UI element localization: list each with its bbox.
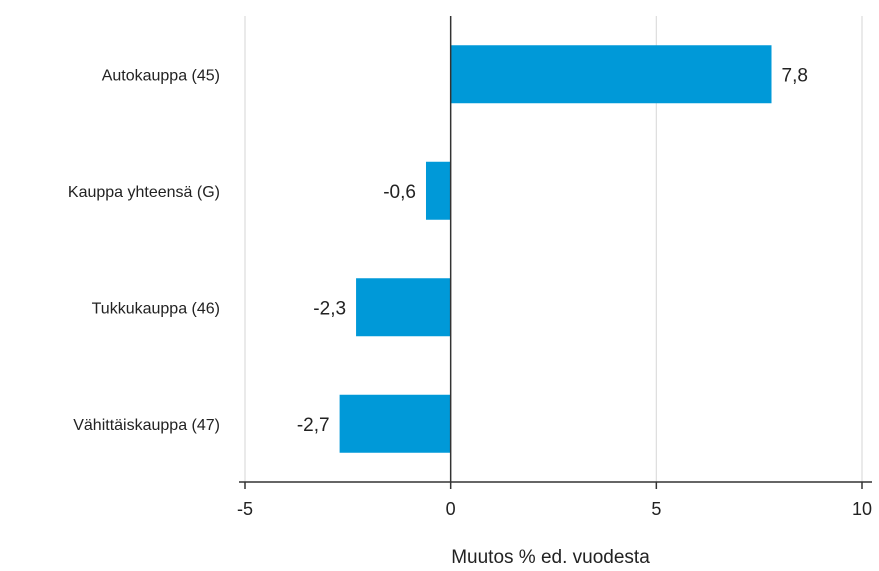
category-label-1: Kauppa yhteensä (G) (68, 184, 220, 201)
category-label-3: Vähittäiskauppa (47) (73, 417, 220, 434)
value-label-2: -2,3 (313, 298, 346, 319)
value-label-1: -0,6 (383, 182, 416, 203)
x-tick-label-2: 5 (651, 499, 661, 519)
bar-0 (450, 45, 772, 104)
value-labels: 7,8 -0,6 -2,3 -2,7 (297, 65, 808, 436)
x-axis-title: Muutos % ed. vuodesta (451, 547, 650, 568)
x-tick-label-1: 0 (446, 499, 456, 519)
bar-1 (425, 161, 451, 220)
category-labels: Autokauppa (45) Kauppa yhteensä (G) Tukkuk… (68, 67, 220, 434)
x-axis-ticks: -5 0 5 10 (237, 482, 872, 519)
category-label-0: Autokauppa (45) (102, 67, 220, 84)
value-label-3: -2,7 (297, 415, 330, 436)
bars (339, 45, 772, 453)
bar-2 (356, 278, 451, 337)
x-tick-label-0: -5 (237, 499, 253, 519)
category-label-2: Tukkukauppa (46) (92, 300, 220, 317)
x-tick-label-3: 10 (852, 499, 872, 519)
bar-3 (339, 394, 451, 453)
value-label-0: 7,8 (782, 65, 808, 86)
